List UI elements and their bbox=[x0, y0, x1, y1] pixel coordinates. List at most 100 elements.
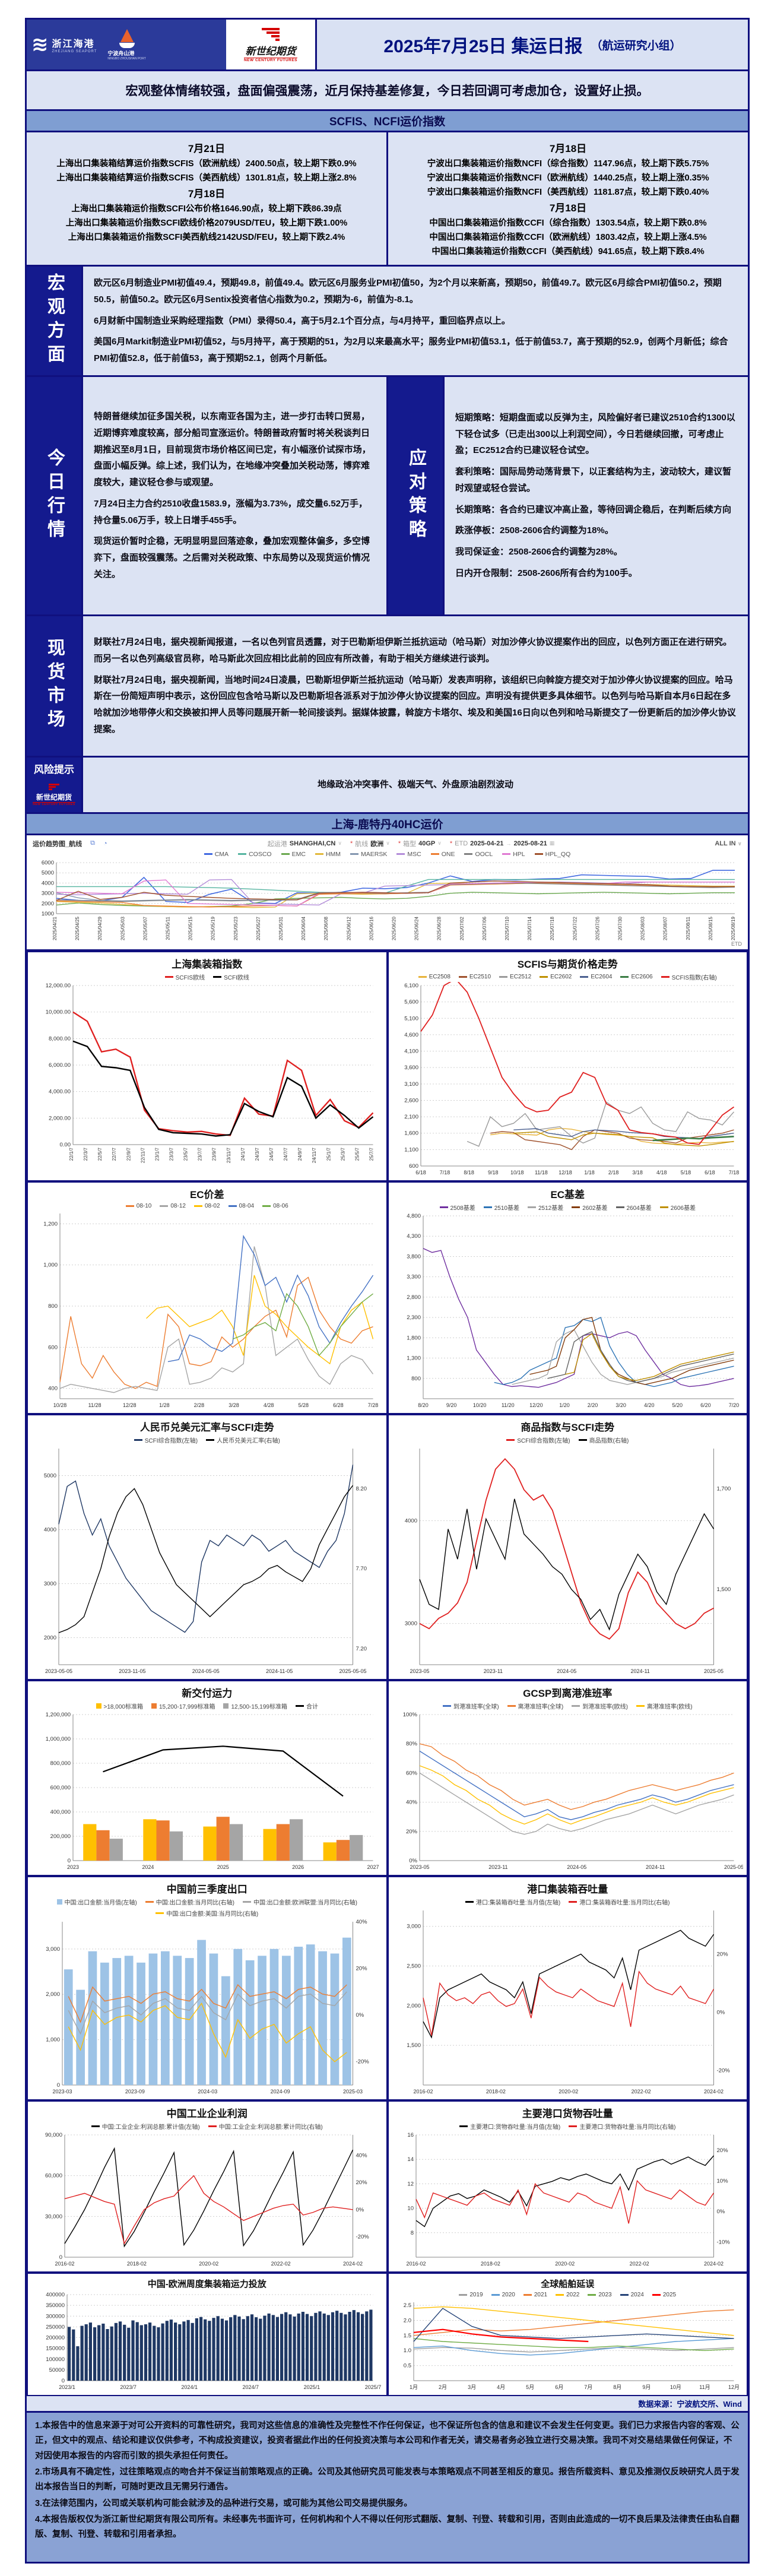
container-type-select[interactable]: * 箱型 40GP ∨ bbox=[398, 839, 442, 848]
svg-text:2025/08/11: 2025/08/11 bbox=[686, 916, 691, 940]
sail-icon bbox=[120, 28, 134, 42]
svg-text:3000: 3000 bbox=[42, 890, 54, 896]
svg-text:-20%: -20% bbox=[716, 2067, 730, 2074]
svg-text:2025/05/15: 2025/05/15 bbox=[188, 916, 193, 940]
svg-text:1.5: 1.5 bbox=[403, 2333, 411, 2339]
index-line: 中国出口集装箱运价指数CCFI（美西航线）941.65点，较上期下跌8.4% bbox=[431, 247, 705, 256]
chart-cell-ec-basis: EC基差 2508基差 2510基差 2512基差 2602基差 2604基差 2606基… bbox=[387, 1181, 748, 1414]
svg-text:2025/07/10: 2025/07/10 bbox=[505, 916, 510, 940]
all-in-select[interactable]: ALL IN ∨ bbox=[715, 839, 742, 847]
svg-text:2,800: 2,800 bbox=[407, 1294, 421, 1301]
index-line: 上海出口集装箱运价指数SCFI公布价格1646.90点，较上期下跌86.39点 bbox=[71, 204, 342, 214]
svg-text:90,000: 90,000 bbox=[45, 2132, 62, 2138]
svg-text:2024: 2024 bbox=[142, 1864, 154, 1870]
sh-container-index-plot: 0.00 2,000.00 4,000.00 6,000.00 8,000.00 10,0… bbox=[46, 983, 375, 1163]
svg-text:-20%: -20% bbox=[356, 2233, 370, 2240]
link-icon[interactable]: ⧉ bbox=[90, 839, 95, 847]
legend-item: 08-04 bbox=[228, 1203, 254, 1209]
svg-text:2月: 2月 bbox=[439, 2384, 447, 2390]
svg-text:2022-02: 2022-02 bbox=[629, 2261, 649, 2267]
chart-row-4: 新交付运力 >18,000标准箱 15,200-17,999标准箱 12,500-1… bbox=[27, 1680, 748, 1876]
legend-item: 中国:出口金额:美国:当月同比(右轴) bbox=[156, 1909, 258, 1918]
index-line: 上海出口集装箱结算运价指数SCFIS（美西航线）1301.81点，较上期上涨2.… bbox=[56, 173, 357, 183]
legend-item: 2602基差 bbox=[572, 1203, 608, 1212]
svg-text:24/5/7: 24/5/7 bbox=[269, 1147, 274, 1161]
svg-text:2018-02: 2018-02 bbox=[480, 2261, 500, 2267]
svg-text:150000: 150000 bbox=[46, 2345, 65, 2352]
etd-range-picker[interactable]: * ETD 2025-04-21 → 2025-08-21 ▦ bbox=[449, 839, 555, 847]
svg-text:22/7/7: 22/7/7 bbox=[112, 1147, 117, 1161]
svg-text:10/20: 10/20 bbox=[472, 1402, 486, 1408]
svg-text:23/7/7: 23/7/7 bbox=[198, 1147, 203, 1161]
wave-icon: ≋ bbox=[31, 33, 49, 56]
svg-text:25/5/7: 25/5/7 bbox=[354, 1147, 360, 1161]
svg-text:11/28: 11/28 bbox=[88, 1402, 101, 1408]
svg-text:20%: 20% bbox=[716, 1951, 728, 1957]
svg-text:40%: 40% bbox=[356, 1919, 368, 1925]
svg-text:800: 800 bbox=[48, 1303, 58, 1310]
svg-text:25/1/7: 25/1/7 bbox=[326, 1147, 331, 1161]
svg-text:3,000: 3,000 bbox=[46, 1946, 60, 1953]
chevron-down-icon: ∨ bbox=[737, 840, 742, 847]
index-line: 宁波出口集装箱运价指数NCFI（欧洲航线）1440.25点，较上期上涨0.35% bbox=[427, 173, 709, 183]
risk-content: 地缘政治冲突事件、极端天气、外盘原油剧烈波动 bbox=[83, 758, 748, 812]
legend-item: 2606基差 bbox=[659, 1203, 696, 1212]
svg-text:7.20: 7.20 bbox=[356, 1646, 367, 1652]
legend-item: EC2606 bbox=[620, 972, 653, 981]
svg-text:2025/08/19: 2025/08/19 bbox=[731, 916, 736, 940]
svg-text:6/20: 6/20 bbox=[700, 1402, 711, 1408]
svg-text:24/3/7: 24/3/7 bbox=[255, 1147, 260, 1161]
route-select[interactable]: * 航线 欧洲 ∨ bbox=[350, 839, 390, 848]
svg-text:6,000.00: 6,000.00 bbox=[49, 1062, 71, 1069]
legend-item: MAERSK bbox=[350, 851, 387, 858]
sidebar-label-risk: 风险提示 新世纪期货 NEW CENTURY FUTURES bbox=[27, 757, 83, 812]
svg-text:6月: 6月 bbox=[555, 2384, 563, 2390]
svg-text:10/18: 10/18 bbox=[510, 1170, 524, 1175]
gcsp-punctuality-plot: 0% 20% 40% 60% 80% 100% 2023-05 2023-11 2024-05 2… bbox=[402, 1712, 743, 1870]
svg-text:300000: 300000 bbox=[46, 2313, 65, 2320]
svg-text:25/7/7: 25/7/7 bbox=[369, 1147, 375, 1161]
svg-text:23/11/7: 23/11/7 bbox=[226, 1147, 231, 1163]
info-icon[interactable]: ◔ bbox=[103, 839, 107, 847]
svg-text:2023-11: 2023-11 bbox=[483, 1668, 502, 1674]
svg-text:2024-11: 2024-11 bbox=[645, 1864, 664, 1870]
svg-text:5000: 5000 bbox=[42, 870, 54, 876]
svg-text:-10%: -10% bbox=[716, 2239, 730, 2245]
svg-text:2000: 2000 bbox=[42, 901, 54, 907]
svg-text:20%: 20% bbox=[405, 1829, 417, 1835]
svg-text:4,600: 4,600 bbox=[404, 1032, 418, 1038]
origin-port-select[interactable]: 起运港 SHANGHAI,CN ∨ bbox=[267, 839, 342, 848]
svg-text:2025/05/27: 2025/05/27 bbox=[256, 916, 261, 940]
hull-icon bbox=[119, 42, 135, 48]
svg-text:1,500: 1,500 bbox=[407, 2042, 421, 2049]
svg-text:3000: 3000 bbox=[44, 1580, 56, 1587]
chart-cell-gcsp-punctuality: GCSP到离港准班率 到港准班率(全球) 离港准班率(全球) 到港准班率(欧线) 离港… bbox=[387, 1680, 748, 1876]
legend-item: SCFIS指数(右轴) bbox=[661, 972, 717, 981]
svg-text:1/20: 1/20 bbox=[559, 1402, 570, 1408]
svg-text:2024-09: 2024-09 bbox=[271, 2089, 290, 2095]
svg-text:23/9/7: 23/9/7 bbox=[212, 1147, 217, 1161]
index-line: 中国出口集装箱运价指数CCFI（欧洲航线）1803.42点，较上期上涨4.5% bbox=[429, 233, 707, 242]
svg-text:3,800: 3,800 bbox=[407, 1253, 421, 1260]
report-title-area: 2025年7月25日 集运日报 （航运研究小组） bbox=[317, 20, 748, 69]
svg-text:3/20: 3/20 bbox=[615, 1402, 626, 1408]
svg-text:2025/07/22: 2025/07/22 bbox=[572, 916, 578, 940]
svg-text:4,000.00: 4,000.00 bbox=[49, 1088, 71, 1095]
chevron-down-icon: ∨ bbox=[386, 840, 390, 847]
svg-text:60,000: 60,000 bbox=[45, 2172, 62, 2179]
futures-flag-icon bbox=[262, 27, 280, 42]
svg-text:2025/06/16: 2025/06/16 bbox=[369, 916, 374, 940]
page-title: 2025年7月25日 集运日报 bbox=[383, 37, 583, 56]
svg-text:8月: 8月 bbox=[613, 2384, 621, 2390]
svg-text:1,000: 1,000 bbox=[46, 2036, 60, 2043]
industrial-profit-plot: 0 30,000 60,000 90,000 -20% 0% 20% 40% 2016-02 20… bbox=[45, 2132, 370, 2267]
legend-item: 主要港口:货物吞吐量:当月同比(右轴) bbox=[569, 2122, 675, 2131]
svg-text:3月: 3月 bbox=[468, 2384, 476, 2390]
svg-text:0: 0 bbox=[59, 2254, 62, 2261]
svg-text:6/28: 6/28 bbox=[333, 1402, 344, 1408]
futures-mini-logo: 新世纪期货 NEW CENTURY FUTURES bbox=[33, 783, 75, 806]
svg-text:30,000: 30,000 bbox=[45, 2213, 62, 2220]
futures-flag-icon bbox=[48, 783, 59, 791]
macro-content: 欧元区6月制造业PMI初值49.4，预期49.8，前值49.4。欧元区6月服务业… bbox=[94, 278, 728, 363]
svg-text:24/1/7: 24/1/7 bbox=[240, 1147, 246, 1161]
